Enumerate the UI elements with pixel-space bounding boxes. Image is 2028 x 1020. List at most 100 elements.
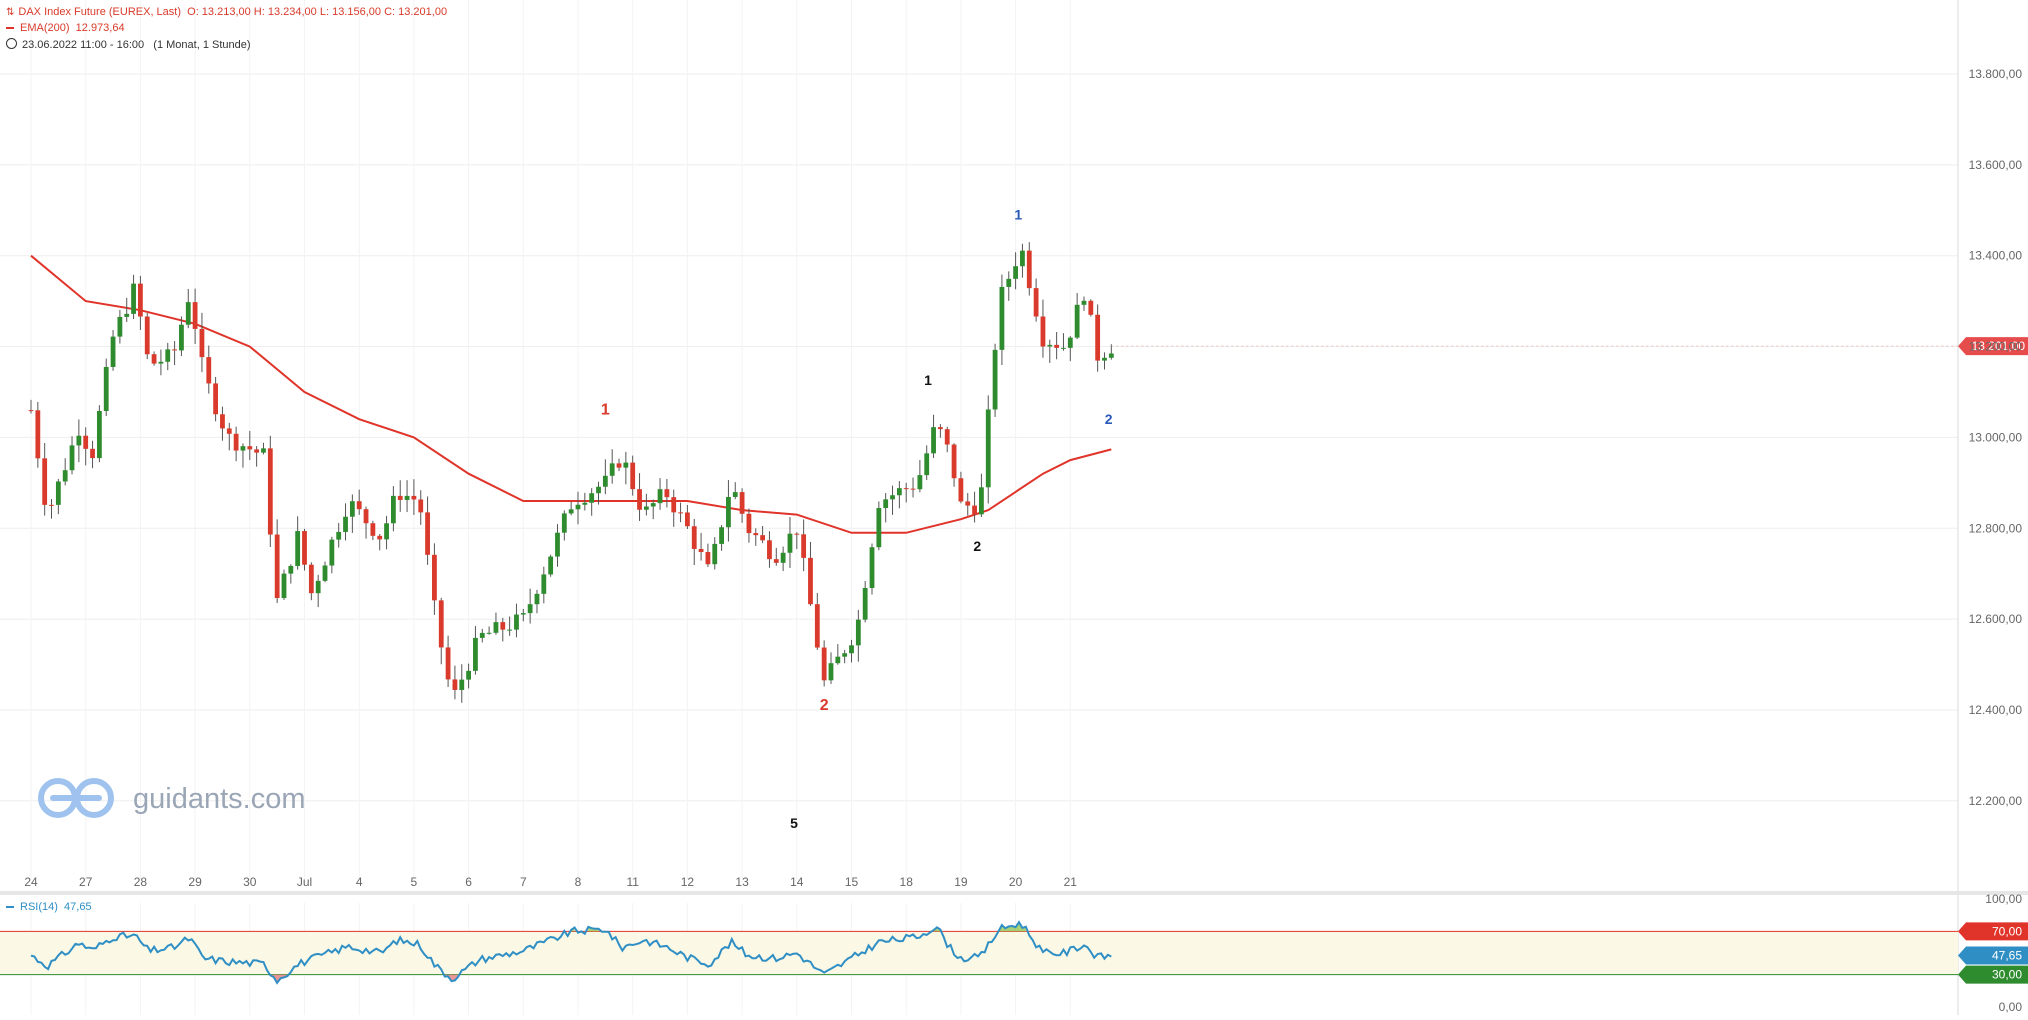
candle-up bbox=[336, 531, 342, 540]
candle-up bbox=[985, 409, 991, 488]
period-detail: (1 Monat, 1 Stunde) bbox=[153, 39, 251, 51]
candle-down bbox=[233, 433, 239, 451]
candle-down bbox=[151, 354, 157, 364]
rsi-label: RSI(14) bbox=[20, 901, 58, 913]
candle-up bbox=[876, 508, 882, 548]
candle-up bbox=[1047, 344, 1053, 347]
ema-swatch-icon bbox=[6, 27, 14, 30]
candle-up bbox=[548, 556, 554, 575]
candle-up bbox=[712, 543, 718, 565]
y-tick-label: 12.800,00 bbox=[1969, 521, 2023, 535]
candle-down bbox=[753, 533, 759, 536]
x-tick-label: 11 bbox=[626, 875, 639, 889]
candle-up bbox=[103, 366, 109, 411]
rsi-level-tag-label: 70,00 bbox=[1992, 924, 2022, 938]
candle-down bbox=[199, 328, 205, 358]
wave-label: 2 bbox=[973, 538, 981, 554]
y-tick-label: 13.400,00 bbox=[1969, 249, 2023, 263]
candle-down bbox=[206, 357, 212, 384]
x-tick-label: 15 bbox=[845, 875, 859, 889]
candle-down bbox=[425, 512, 430, 555]
candle-up bbox=[390, 495, 396, 524]
candle-up bbox=[96, 410, 102, 459]
candle-up bbox=[650, 503, 656, 507]
candle-down bbox=[1054, 344, 1060, 348]
candle-down bbox=[937, 427, 943, 430]
candle-down bbox=[678, 512, 683, 514]
y-tick-label: 12.200,00 bbox=[1969, 794, 2023, 808]
candle-down bbox=[958, 478, 964, 502]
candle-up bbox=[602, 475, 608, 487]
candle-down bbox=[363, 509, 369, 524]
candle-up bbox=[384, 523, 389, 540]
pane-separator bbox=[0, 891, 2028, 895]
rsi-overbought-fill bbox=[933, 927, 941, 932]
candle-down bbox=[691, 526, 697, 549]
x-tick-label: 5 bbox=[411, 875, 418, 889]
candle-up bbox=[999, 286, 1005, 350]
candle-down bbox=[944, 429, 950, 445]
candle-up bbox=[315, 580, 321, 594]
x-tick-label: 8 bbox=[575, 875, 582, 889]
candle-down bbox=[138, 283, 143, 317]
candle-up bbox=[1108, 353, 1114, 358]
candle-down bbox=[965, 501, 971, 506]
candle-up bbox=[349, 501, 355, 517]
candle-down bbox=[773, 559, 779, 563]
candle-down bbox=[144, 316, 150, 355]
candle-down bbox=[637, 489, 642, 510]
candlestick-icon: ⇅ bbox=[6, 7, 15, 18]
candle-down bbox=[254, 449, 260, 453]
candle-down bbox=[397, 495, 403, 500]
candle-up bbox=[890, 495, 895, 500]
candle-up bbox=[520, 613, 526, 615]
x-tick-label: 24 bbox=[24, 875, 38, 889]
ema-value: 12.973,64 bbox=[75, 22, 125, 34]
last-price-label: 13.201,00 bbox=[1972, 339, 2026, 353]
rsi-value: 47,65 bbox=[64, 901, 92, 913]
x-tick-label: 29 bbox=[188, 875, 202, 889]
rsi-level-tag-label: 30,00 bbox=[1992, 968, 2022, 982]
candle-up bbox=[732, 492, 738, 497]
x-tick-label: 27 bbox=[79, 875, 93, 889]
candle-down bbox=[616, 463, 622, 468]
guidants-logo: guidants.com bbox=[38, 778, 306, 818]
candle-up bbox=[1074, 304, 1080, 338]
candle-up bbox=[76, 435, 82, 446]
candle-down bbox=[664, 489, 670, 498]
period-range: 23.06.2022 11:00 - 16:00 bbox=[22, 39, 145, 51]
legend-instrument: ⇅ DAX Index Future (EUREX, Last) O: 13.21… bbox=[6, 6, 447, 18]
y-tick-label: 13.600,00 bbox=[1969, 158, 2023, 172]
candle-up bbox=[295, 531, 301, 566]
candle-down bbox=[172, 349, 177, 351]
candle-up bbox=[862, 587, 868, 620]
candle-up bbox=[726, 496, 731, 528]
x-tick-label: Jul bbox=[297, 875, 312, 889]
candle-down bbox=[972, 505, 977, 515]
candle-up bbox=[849, 645, 854, 654]
candle-up bbox=[609, 463, 615, 476]
candle-up bbox=[657, 489, 663, 504]
x-tick-label: 6 bbox=[465, 875, 472, 889]
candle-up bbox=[1061, 347, 1066, 349]
candle-up bbox=[55, 481, 61, 505]
candle-down bbox=[821, 647, 827, 681]
candle-down bbox=[685, 512, 690, 527]
candle-up bbox=[179, 324, 184, 351]
candle-up bbox=[828, 663, 834, 681]
candle-up bbox=[493, 622, 499, 633]
candle-up bbox=[329, 539, 335, 566]
candle-up bbox=[589, 493, 595, 503]
wave-label: 1 bbox=[1014, 206, 1022, 222]
candle-up bbox=[288, 565, 294, 574]
y-tick-label: 13.800,00 bbox=[1969, 67, 2023, 81]
candle-up bbox=[1020, 250, 1025, 267]
candle-up bbox=[534, 593, 540, 605]
x-tick-label: 20 bbox=[1009, 875, 1023, 889]
candle-down bbox=[438, 600, 444, 648]
candle-down bbox=[801, 534, 807, 558]
candle-up bbox=[110, 336, 116, 367]
candle-down bbox=[226, 428, 232, 434]
candle-down bbox=[746, 513, 752, 534]
